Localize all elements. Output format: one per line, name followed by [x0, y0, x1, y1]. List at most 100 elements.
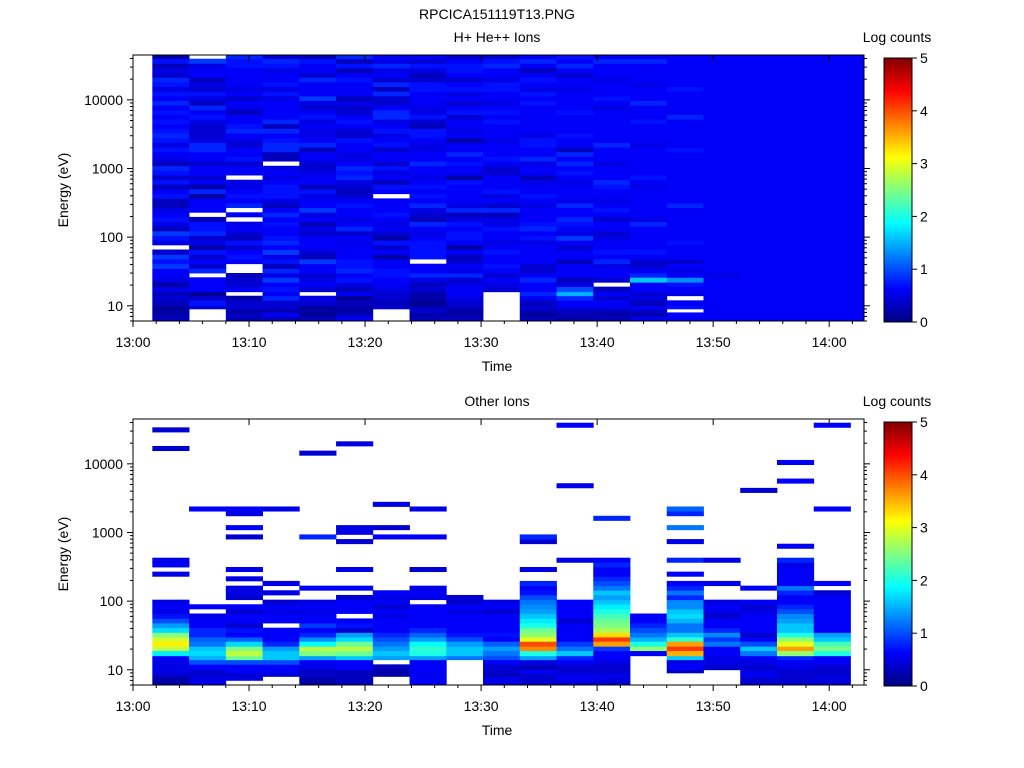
- heatmap-cell: [225, 170, 263, 176]
- heatmap-cell: [556, 632, 594, 638]
- heatmap-cell: [483, 175, 521, 181]
- heatmap-cell: [703, 230, 741, 237]
- heatmap-cell: [262, 273, 300, 278]
- heatmap-cell: [225, 525, 263, 531]
- heatmap-cell: [483, 203, 521, 209]
- heatmap-cell: [483, 277, 521, 283]
- heatmap-cell: [776, 72, 815, 78]
- heatmap-cell: [446, 305, 484, 310]
- heatmap-cell: [703, 268, 741, 274]
- heatmap-cell: [299, 86, 337, 92]
- heatmap-cell: [372, 198, 410, 204]
- heatmap-cell: [483, 273, 521, 278]
- heatmap-cell: [409, 72, 447, 78]
- heatmap-cell: [740, 221, 778, 227]
- heatmap-cell: [519, 119, 557, 125]
- heatmap-cell: [850, 119, 865, 125]
- heatmap-cell: [372, 669, 410, 674]
- heatmap-cell: [446, 216, 484, 223]
- heatmap-cell: [593, 207, 631, 213]
- heatmap-cell: [262, 599, 300, 605]
- heatmap-cell: [813, 123, 851, 129]
- heatmap-cell: [446, 203, 484, 209]
- heatmap-cell: [446, 86, 484, 92]
- heatmap-cell: [850, 295, 865, 301]
- heatmap-cell: [813, 295, 851, 301]
- heatmap-cell: [593, 613, 631, 619]
- heatmap-cell: [813, 226, 851, 232]
- heatmap-cell: [409, 608, 447, 614]
- heatmap-cell: [336, 100, 374, 106]
- heatmap-cell: [556, 676, 594, 681]
- heatmap-cell: [703, 235, 741, 241]
- heatmap-cell: [262, 91, 300, 97]
- heatmap-cell: [262, 123, 300, 129]
- heatmap-cell: [703, 184, 741, 190]
- heatmap-cell: [336, 198, 374, 204]
- heatmap-cell: [299, 244, 337, 250]
- panel1-heatmap: [152, 55, 865, 322]
- heatmap-cell: [776, 672, 815, 677]
- heatmap-cell: [813, 291, 851, 297]
- heatmap-cell: [483, 268, 521, 274]
- heatmap-cell: [409, 273, 447, 278]
- heatmap-cell: [189, 221, 227, 227]
- heatmap-cell: [262, 216, 300, 223]
- heatmap-cell: [299, 198, 337, 204]
- colorbar-tick-label: 2: [920, 572, 928, 588]
- heatmap-cell: [336, 529, 374, 535]
- heatmap-cell: [813, 72, 851, 78]
- heatmap-cell: [225, 198, 263, 204]
- heatmap-cell: [813, 142, 851, 148]
- heatmap-cell: [776, 641, 815, 647]
- heatmap-cell: [813, 207, 851, 213]
- heatmap-cell: [372, 100, 410, 106]
- heatmap-cell: [152, 273, 190, 278]
- heatmap-cell: [299, 81, 337, 88]
- heatmap-cell: [483, 207, 521, 213]
- heatmap-cell: [336, 189, 374, 195]
- heatmap-cell: [850, 277, 865, 283]
- heatmap-cell: [446, 170, 484, 176]
- heatmap-cell: [225, 203, 263, 209]
- panel1-xlabel: Time: [482, 358, 513, 374]
- heatmap-cell: [262, 175, 300, 181]
- heatmap-cell: [850, 81, 865, 88]
- heatmap-cell: [740, 604, 778, 610]
- heatmap-cell: [409, 282, 447, 288]
- heatmap-cell: [446, 254, 484, 260]
- heatmap-cell: [556, 203, 594, 209]
- x-tick-label: 13:50: [696, 698, 731, 714]
- heatmap-cell: [372, 305, 410, 310]
- heatmap-cell: [262, 193, 300, 199]
- heatmap-cell: [519, 672, 557, 677]
- heatmap-cell: [703, 86, 741, 92]
- heatmap-cell: [189, 659, 227, 665]
- heatmap-cell: [519, 580, 557, 587]
- heatmap-cell: [593, 105, 631, 111]
- heatmap-cell: [593, 221, 631, 227]
- heatmap-cell: [776, 659, 815, 665]
- heatmap-cell: [556, 151, 594, 157]
- panel1-frame: [132, 54, 865, 322]
- heatmap-cell: [189, 641, 227, 647]
- heatmap-cell: [189, 123, 227, 129]
- heatmap-cell: [262, 664, 300, 671]
- heatmap-cell: [666, 100, 704, 106]
- heatmap-cell: [703, 312, 741, 317]
- heatmap-cell: [152, 95, 190, 101]
- heatmap-cell: [556, 230, 594, 237]
- heatmap-cell: [776, 230, 815, 237]
- heatmap-cell: [740, 81, 778, 88]
- heatmap-cell: [850, 151, 865, 157]
- y-tick-label: 10: [107, 298, 123, 314]
- heatmap-cell: [740, 235, 778, 241]
- heatmap-cell: [740, 77, 778, 83]
- heatmap-cell: [336, 263, 374, 269]
- heatmap-cell: [262, 268, 300, 274]
- heatmap-cell: [262, 198, 300, 204]
- heatmap-cell: [409, 179, 447, 185]
- heatmap-cell: [666, 147, 704, 153]
- heatmap-cell: [446, 594, 484, 601]
- heatmap-cell: [593, 198, 631, 204]
